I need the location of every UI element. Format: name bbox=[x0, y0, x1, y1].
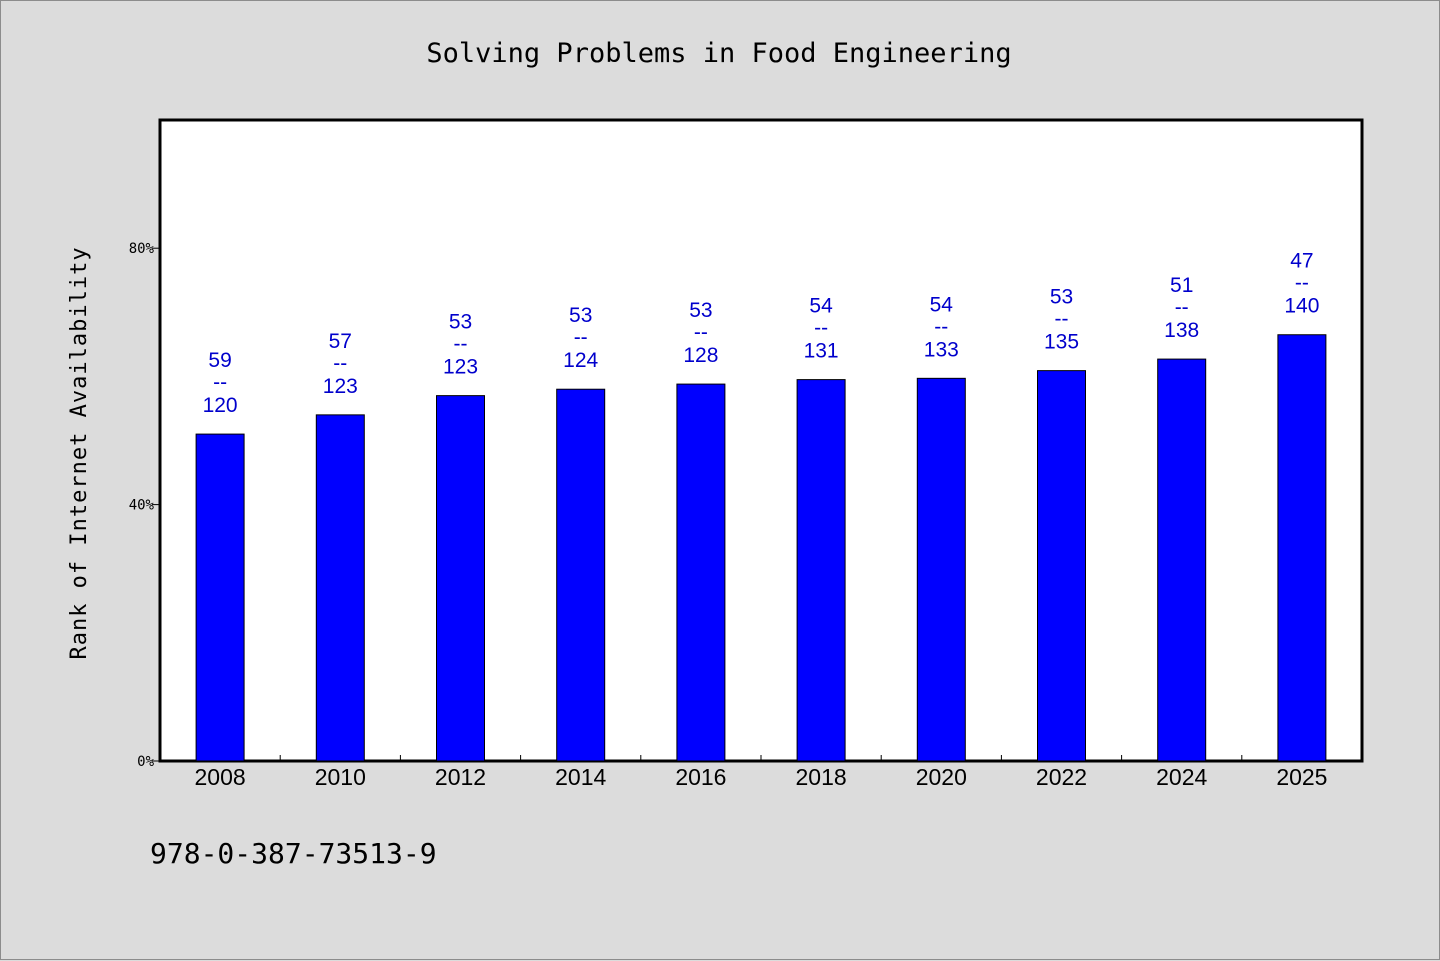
data-label-bottom: 123 bbox=[323, 375, 358, 398]
bar bbox=[796, 379, 846, 762]
data-label-separator: -- bbox=[934, 315, 948, 338]
y-tick-label: 80% bbox=[129, 241, 155, 257]
data-label-top: 53 bbox=[569, 304, 592, 327]
data-label-bottom: 120 bbox=[203, 394, 238, 417]
bar bbox=[676, 383, 726, 762]
data-label-separator: -- bbox=[333, 352, 347, 375]
bar bbox=[556, 388, 606, 762]
x-tick-label: 2018 bbox=[796, 764, 847, 790]
bar bbox=[916, 377, 966, 762]
x-axis-ticks: 2008 2010 2012 2014 2016 2018 2020 2022 2024 2025 bbox=[195, 755, 1327, 790]
data-label-separator: -- bbox=[574, 326, 588, 349]
data-label-top: 59 bbox=[208, 349, 231, 372]
bar bbox=[1157, 358, 1207, 762]
bar-series bbox=[195, 334, 1327, 762]
bar bbox=[436, 395, 485, 762]
x-tick-label: 2016 bbox=[675, 764, 726, 790]
data-label-top: 51 bbox=[1170, 274, 1193, 297]
data-label-bottom: 128 bbox=[683, 344, 718, 367]
x-tick-label: 2008 bbox=[195, 764, 246, 790]
data-label-top: 53 bbox=[449, 311, 472, 334]
y-axis-ticks: 0% 40% 80% bbox=[129, 241, 160, 770]
bar bbox=[1277, 334, 1327, 762]
bar bbox=[315, 414, 365, 762]
x-tick-label: 2025 bbox=[1276, 764, 1327, 790]
data-label-top: 54 bbox=[930, 293, 954, 316]
data-labels: 59--12057--12353--12353--12453--12854--1… bbox=[203, 250, 1320, 417]
chart-title: Solving Problems in Food Engineering bbox=[426, 38, 1011, 69]
data-label-separator: -- bbox=[1295, 272, 1309, 295]
data-label-top: 47 bbox=[1290, 250, 1313, 273]
data-label-separator: -- bbox=[213, 371, 227, 394]
data-label-top: 53 bbox=[1050, 286, 1073, 309]
data-label-bottom: 131 bbox=[804, 340, 839, 363]
x-tick-label: 2012 bbox=[435, 764, 486, 790]
data-label-bottom: 135 bbox=[1044, 331, 1079, 354]
data-label-separator: -- bbox=[454, 333, 468, 356]
data-label-bottom: 124 bbox=[563, 349, 598, 372]
x-tick-label: 2022 bbox=[1036, 764, 1087, 790]
y-axis-label: Rank of Internet Availability bbox=[67, 246, 92, 659]
data-label-bottom: 123 bbox=[443, 356, 478, 379]
x-tick-label: 2024 bbox=[1156, 764, 1207, 790]
isbn-text: 978-0-387-73513-9 bbox=[150, 837, 437, 870]
bar bbox=[1037, 370, 1086, 762]
x-tick-label: 2010 bbox=[315, 764, 366, 790]
x-tick-label: 2014 bbox=[555, 764, 606, 790]
data-label-top: 54 bbox=[809, 295, 833, 318]
y-tick-label: 0% bbox=[137, 754, 154, 770]
data-label-top: 57 bbox=[329, 330, 352, 353]
data-label-bottom: 133 bbox=[924, 338, 959, 361]
bar bbox=[195, 433, 245, 762]
data-label-separator: -- bbox=[1175, 296, 1189, 319]
data-label-bottom: 138 bbox=[1164, 319, 1199, 342]
data-label-bottom: 140 bbox=[1284, 295, 1319, 318]
x-tick-label: 2020 bbox=[916, 764, 967, 790]
data-label-separator: -- bbox=[694, 321, 708, 344]
data-label-separator: -- bbox=[814, 317, 828, 340]
data-label-separator: -- bbox=[1055, 308, 1069, 331]
y-tick-label: 40% bbox=[129, 498, 155, 514]
data-label-top: 53 bbox=[689, 299, 712, 322]
